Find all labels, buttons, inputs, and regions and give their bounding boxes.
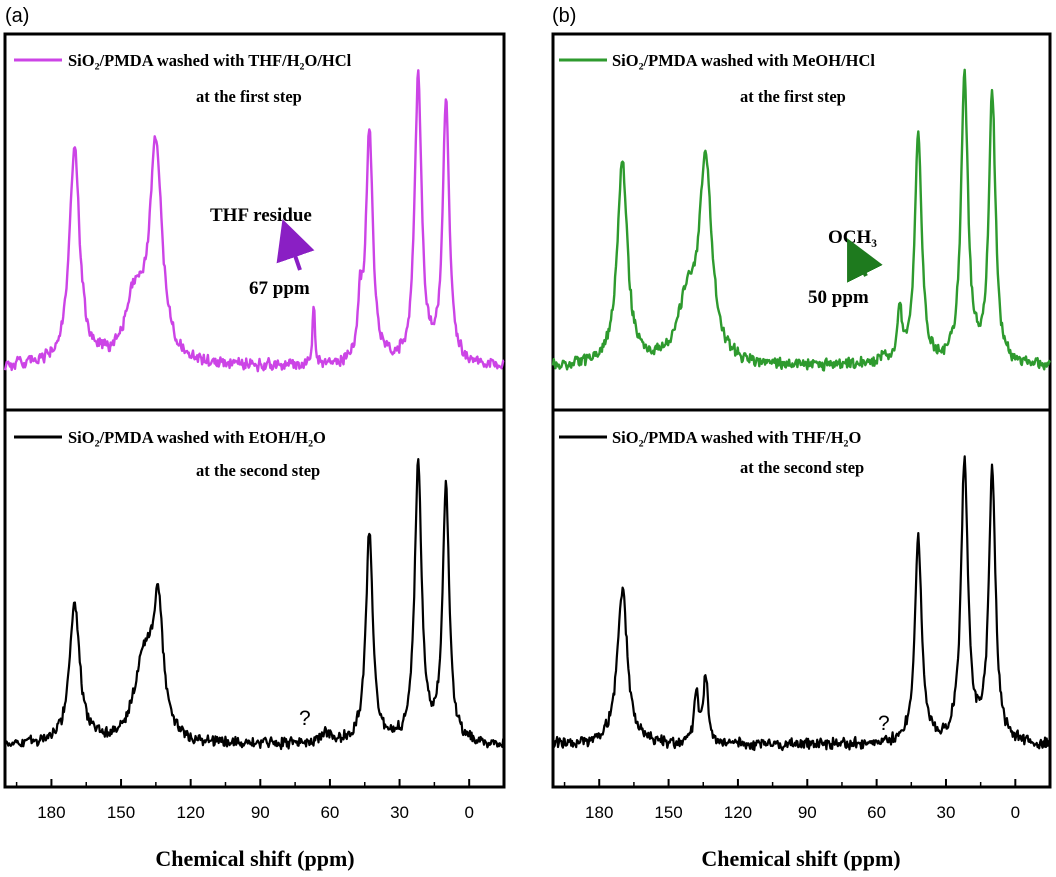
annotation-question-b: ? <box>878 712 890 735</box>
spectrum-line-a-top <box>3 69 505 373</box>
x-tick-label: 120 <box>724 803 752 822</box>
x-tick-label: 180 <box>585 803 613 822</box>
annotation-arrow-thf <box>276 219 315 271</box>
x-tick-label: 0 <box>1011 803 1020 822</box>
x-tick-label: 30 <box>937 803 956 822</box>
x-axis-ticks-a: 180 150 120 90 60 30 0 <box>15 779 474 822</box>
spectrum-line-b-top <box>551 68 1052 372</box>
annotation-thf-residue: THF residue <box>210 205 312 226</box>
x-tick-label: 60 <box>867 803 886 822</box>
spectrum-line-b-bottom <box>551 455 1052 752</box>
x-tick-label: 120 <box>176 803 204 822</box>
x-tick-label: 60 <box>320 803 339 822</box>
x-tick-label: 150 <box>654 803 682 822</box>
x-tick-label: 150 <box>107 803 135 822</box>
panel-label-a: (a) <box>5 5 29 27</box>
legend-label-a-top: SiO₂/PMDA washed with THF/H₂O/HCl <box>68 51 352 70</box>
legend-subtitle-b-top: at the first step <box>740 87 846 106</box>
annotation-question-a: ? <box>299 707 311 730</box>
x-tick-label: 180 <box>37 803 65 822</box>
annotation-och3: OCH₃ <box>828 227 877 248</box>
legend-label-b-bottom: SiO₂/PMDA washed with THF/H₂O <box>612 428 861 447</box>
legend-label-b-top: SiO₂/PMDA washed with MeOH/HCl <box>612 51 875 70</box>
annotation-arrow-och3 <box>847 238 883 283</box>
x-tick-label: 90 <box>251 803 270 822</box>
legend-subtitle-b-bottom: at the second step <box>740 458 864 477</box>
x-axis-ticks-b: 180 150 120 90 60 30 0 <box>563 779 1020 822</box>
spectrum-line-a-bottom <box>4 458 506 751</box>
x-axis-title-a: Chemical shift (ppm) <box>155 846 354 871</box>
x-tick-label: 30 <box>390 803 409 822</box>
x-tick-label: 0 <box>464 803 473 822</box>
annotation-50ppm: 50 ppm <box>808 287 869 308</box>
panel-label-b: (b) <box>552 5 576 27</box>
legend-subtitle-a-top: at the first step <box>196 87 302 106</box>
legend-subtitle-a-bottom: at the second step <box>196 461 320 480</box>
x-axis-title-b: Chemical shift (ppm) <box>701 846 900 871</box>
x-tick-label: 90 <box>798 803 817 822</box>
legend-label-a-bottom: SiO₂/PMDA washed with EtOH/H₂O <box>68 428 326 447</box>
annotation-67ppm: 67 ppm <box>249 278 310 299</box>
